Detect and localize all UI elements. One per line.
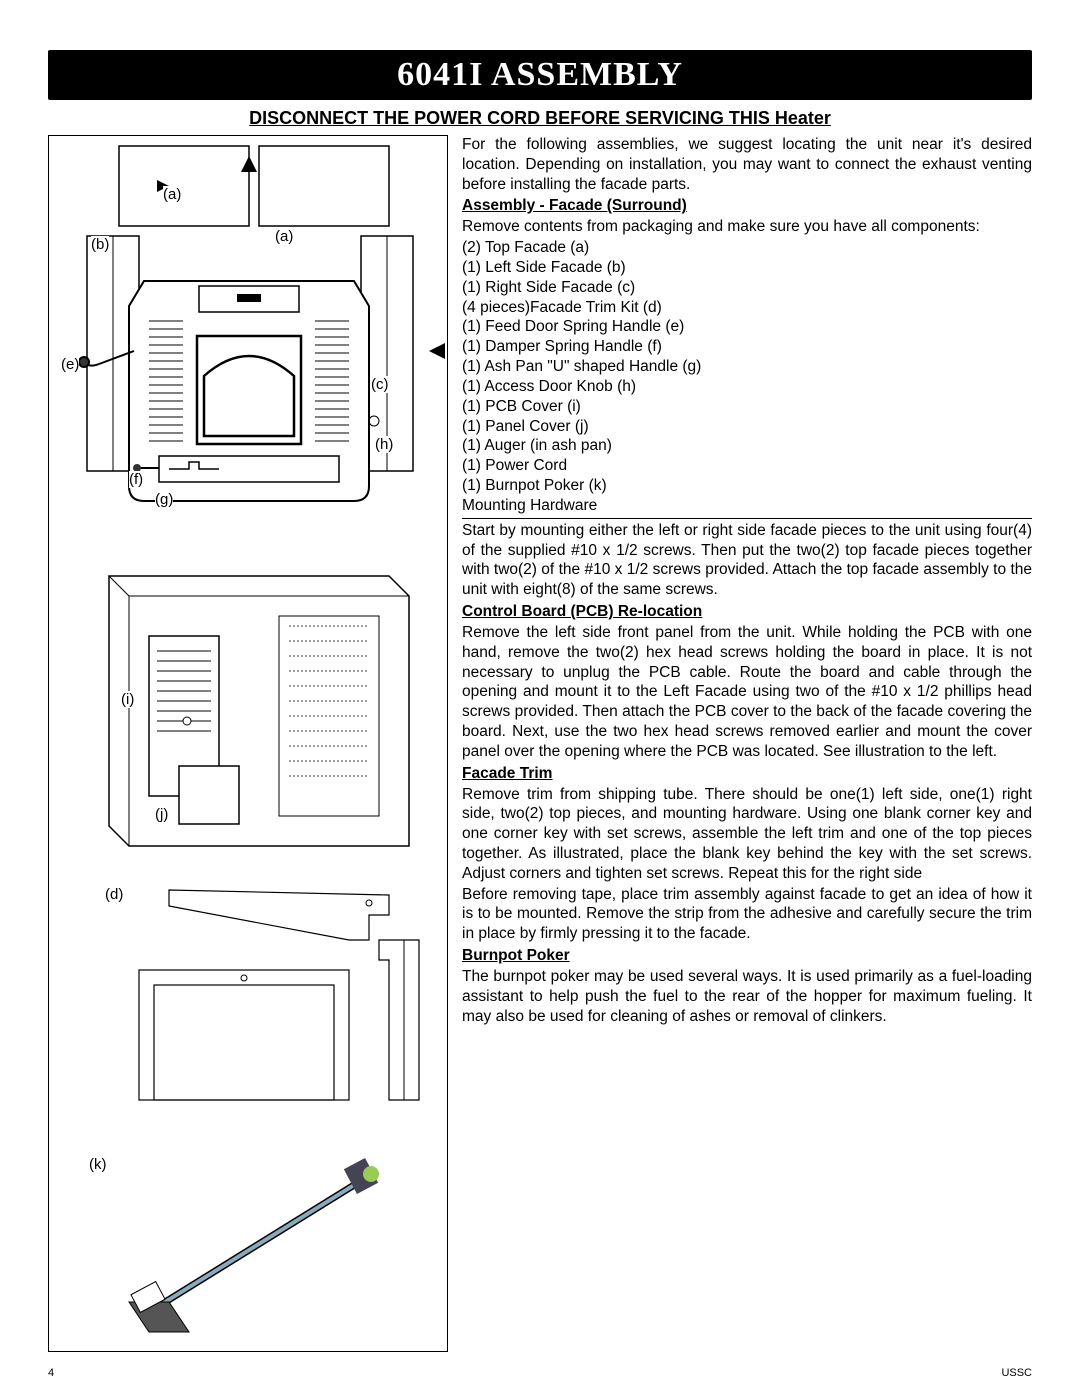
assembly-diagram-4	[49, 1132, 449, 1352]
manual-page: 6041I ASSEMBLY DISCONNECT THE POWER CORD…	[48, 50, 1032, 1357]
component-item: (1) Power Cord	[462, 456, 1032, 476]
assembly-diagram-2	[49, 536, 449, 866]
components-list: (2) Top Facade (a) (1) Left Side Facade …	[462, 238, 1032, 516]
pcb-body: Remove the left side front panel from th…	[462, 623, 1032, 762]
component-item: Mounting Hardware	[462, 496, 1032, 516]
label-e: (e)	[61, 356, 79, 373]
component-item: (1) Feed Door Spring Handle (e)	[462, 317, 1032, 337]
label-g: (g)	[155, 491, 173, 508]
divider	[462, 518, 1032, 519]
heading-facade: Assembly - Facade (Surround)	[462, 196, 1032, 216]
component-item: (1) Burnpot Poker (k)	[462, 476, 1032, 496]
trim-p2: Before removing tape, place trim assembl…	[462, 885, 1032, 944]
component-item: (1) Access Door Knob (h)	[462, 377, 1032, 397]
label-k: (k)	[89, 1156, 107, 1173]
component-item: (1) Damper Spring Handle (f)	[462, 337, 1032, 357]
diagram-column: (a) (a) (b) (c) (e) (h) (f) (g)	[48, 135, 448, 1352]
intro-paragraph: For the following assemblies, we suggest…	[462, 135, 1032, 194]
label-i: (i)	[121, 691, 134, 708]
label-b: (b)	[91, 236, 109, 253]
footer-brand: USSC	[1001, 1367, 1032, 1379]
heading-trim: Facade Trim	[462, 764, 1032, 784]
component-item: (2) Top Facade (a)	[462, 238, 1032, 258]
label-c: (c)	[371, 376, 389, 393]
assembly-diagram-1	[49, 136, 449, 536]
heading-pcb: Control Board (PCB) Re-location	[462, 602, 1032, 622]
title-bar: 6041I ASSEMBLY	[48, 50, 1032, 100]
assembly-diagram-3	[49, 870, 449, 1130]
component-item: (1) Panel Cover (j)	[462, 417, 1032, 437]
label-f: (f)	[129, 471, 143, 488]
component-item: (1) PCB Cover (i)	[462, 397, 1032, 417]
warning-subheading: DISCONNECT THE POWER CORD BEFORE SERVICI…	[48, 108, 1032, 129]
label-j: (j)	[155, 806, 168, 823]
label-h: (h)	[375, 436, 393, 453]
poker-body: The burnpot poker may be used several wa…	[462, 967, 1032, 1026]
trim-p1: Remove trim from shipping tube. There sh…	[462, 785, 1032, 884]
facade-mounting: Start by mounting either the left or rig…	[462, 521, 1032, 600]
heading-poker: Burnpot Poker	[462, 946, 1032, 966]
text-column: For the following assemblies, we suggest…	[462, 135, 1032, 1352]
component-item: (1) Left Side Facade (b)	[462, 258, 1032, 278]
label-a: (a)	[163, 186, 181, 203]
component-item: (1) Auger (in ash pan)	[462, 436, 1032, 456]
facade-lead: Remove contents from packaging and make …	[462, 217, 1032, 237]
component-item: (1) Ash Pan "U" shaped Handle (g)	[462, 357, 1032, 377]
page-title: 6041I ASSEMBLY	[397, 56, 683, 94]
component-item: (1) Right Side Facade (c)	[462, 278, 1032, 298]
component-item: (4 pieces)Facade Trim Kit (d)	[462, 298, 1032, 318]
label-a2: (a)	[275, 228, 293, 245]
two-column-layout: (a) (a) (b) (c) (e) (h) (f) (g)	[48, 135, 1032, 1352]
label-d: (d)	[105, 886, 123, 903]
page-number: 4	[48, 1367, 54, 1379]
